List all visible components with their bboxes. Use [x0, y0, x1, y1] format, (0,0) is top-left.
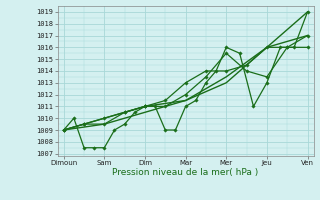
X-axis label: Pression niveau de la mer( hPa ): Pression niveau de la mer( hPa ) — [112, 168, 259, 177]
